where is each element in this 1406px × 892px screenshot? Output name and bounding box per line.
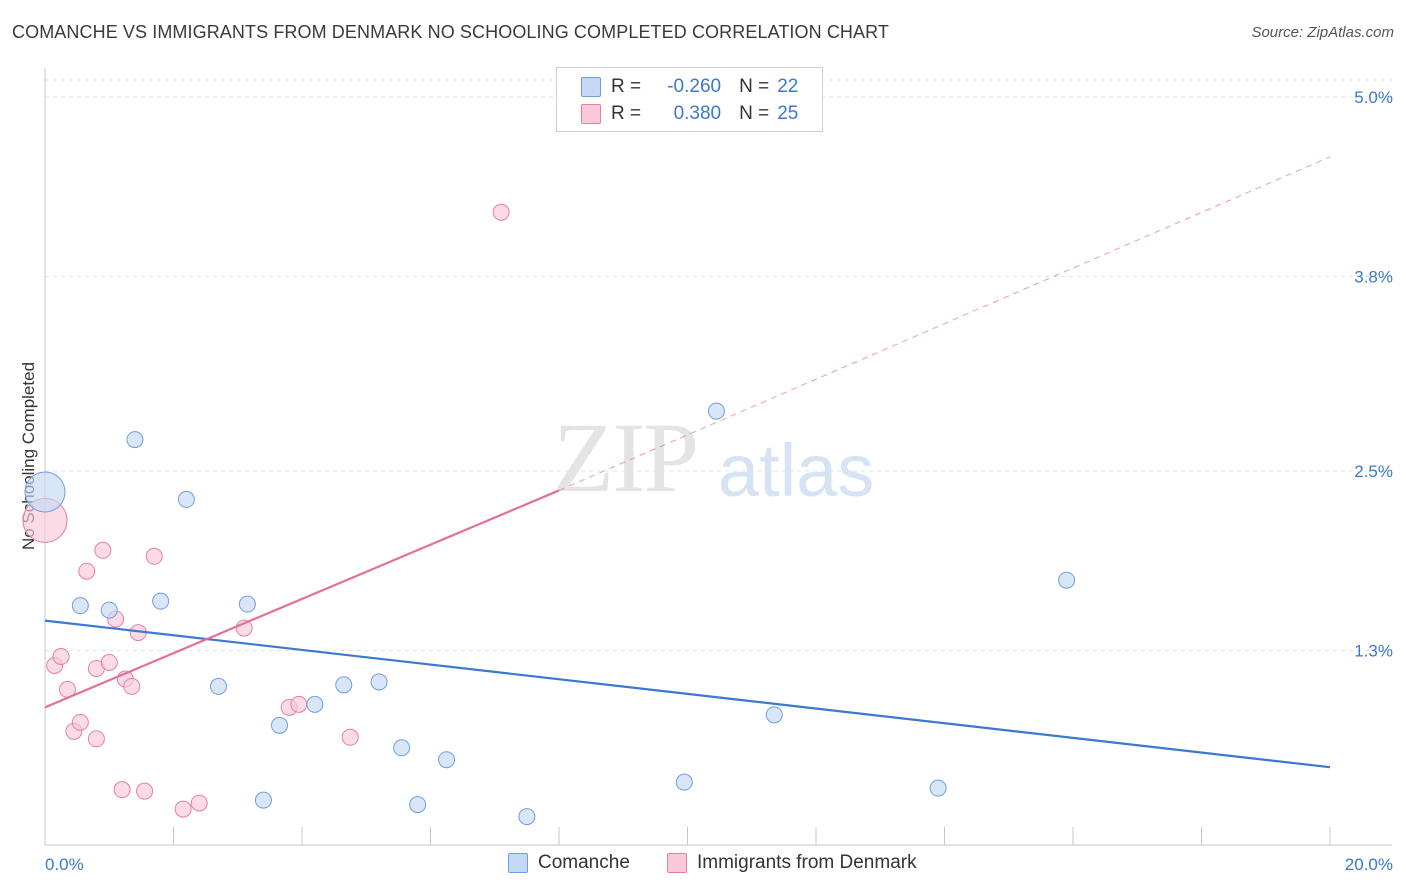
x-tick-label-max: 20.0% (1345, 855, 1393, 874)
point-comanche (438, 751, 456, 769)
point-denmark (78, 562, 96, 580)
point-comanche (126, 431, 144, 449)
point-comanche (24, 471, 66, 513)
point-denmark (52, 648, 70, 666)
point-comanche (254, 791, 272, 809)
point-denmark (71, 713, 89, 731)
legend-r-label: R = (611, 76, 642, 97)
legend-r-value-denmark: 0.380 (673, 103, 722, 124)
point-denmark (190, 794, 208, 812)
point-comanche (929, 779, 947, 797)
point-denmark (87, 730, 105, 748)
point-denmark (123, 677, 141, 695)
trend-line-denmark (44, 489, 560, 709)
series-legend: Comanche Immigrants from Denmark (0, 852, 1406, 878)
point-comanche (152, 592, 170, 610)
trend-line-denmark-extrapolated (558, 156, 1331, 491)
watermark-zip: ZIP (553, 402, 699, 513)
legend-r-label: R = (611, 103, 642, 124)
series-legend-denmark: Immigrants from Denmark (667, 852, 917, 874)
point-denmark (94, 541, 112, 559)
point-denmark (100, 653, 118, 671)
point-comanche (707, 402, 725, 420)
point-comanche (100, 601, 118, 619)
legend-n-value-denmark: 25 (777, 103, 799, 124)
x-tick-label-min: 0.0% (45, 855, 84, 874)
trend-line-comanche (44, 619, 1331, 769)
point-comanche (335, 676, 353, 694)
point-denmark (174, 800, 192, 818)
y-tick-label: 3.8% (1354, 268, 1393, 287)
point-comanche (71, 597, 89, 615)
point-comanche (209, 677, 227, 695)
point-comanche (675, 773, 693, 791)
chart-title: COMANCHE VS IMMIGRANTS FROM DENMARK NO S… (12, 22, 890, 42)
point-comanche (393, 739, 411, 757)
y-tick-label: 1.3% (1354, 642, 1393, 661)
chart-source: Source: ZipAtlas.com (1251, 24, 1394, 41)
legend-row-denmark: R = 0.380 N = 25 (581, 101, 798, 127)
y-tick-label: 5.0% (1354, 88, 1393, 107)
point-denmark (136, 782, 154, 800)
series-label-comanche: Comanche (538, 852, 630, 873)
point-comanche (306, 695, 324, 713)
point-comanche (177, 490, 195, 508)
point-comanche (518, 808, 536, 826)
series-swatch-comanche (508, 853, 528, 873)
series-legend-comanche: Comanche (508, 852, 630, 874)
point-denmark (113, 781, 131, 799)
stats-legend: R = -0.260 N = 22 R = 0.380 N = 25 (556, 67, 823, 132)
point-denmark (341, 728, 359, 746)
point-denmark (290, 695, 308, 713)
series-swatch-denmark (667, 853, 687, 873)
point-comanche (238, 595, 256, 613)
legend-n-label: N = (739, 76, 770, 97)
point-comanche (409, 796, 427, 814)
point-comanche (765, 706, 783, 724)
legend-n-value-comanche: 22 (777, 76, 799, 97)
point-comanche (370, 673, 388, 691)
point-comanche (271, 716, 289, 734)
legend-n-label: N = (739, 103, 770, 124)
legend-row-comanche: R = -0.260 N = 22 (581, 74, 798, 100)
series-label-denmark: Immigrants from Denmark (697, 852, 917, 873)
point-denmark (492, 203, 510, 221)
legend-swatch-comanche (581, 77, 601, 97)
point-denmark (145, 547, 163, 565)
legend-r-value-comanche: -0.260 (667, 76, 722, 97)
y-tick-label: 2.5% (1354, 462, 1393, 481)
legend-swatch-denmark (581, 104, 601, 124)
point-comanche (1058, 571, 1076, 589)
